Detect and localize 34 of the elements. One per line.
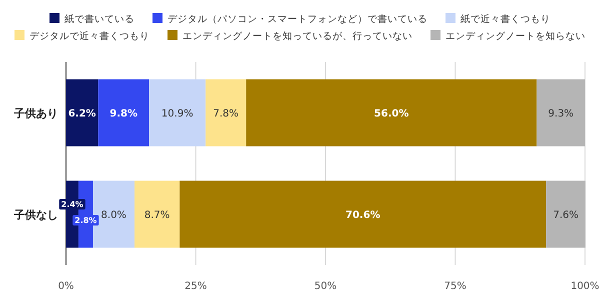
bar: [536, 79, 585, 146]
x-tick-label: 100%: [570, 281, 600, 292]
bar: [98, 79, 150, 146]
bar: [546, 180, 586, 248]
data-label: 56.0%: [374, 108, 409, 120]
data-label: 2.4%: [61, 200, 84, 210]
data-label: 9.8%: [110, 108, 138, 120]
data-label: 10.9%: [161, 108, 194, 120]
y-tick-label: 子供あり: [13, 106, 58, 120]
bar: [66, 79, 98, 146]
data-label: 7.6%: [553, 210, 578, 221]
x-tick-label: 25%: [184, 281, 207, 292]
data-label: 2.8%: [74, 216, 97, 226]
data-label: 8.0%: [101, 210, 126, 221]
bar: [134, 180, 180, 248]
data-label: 7.8%: [213, 108, 239, 120]
data-label: 8.7%: [144, 210, 170, 221]
bar: [246, 79, 537, 146]
bar: [180, 180, 546, 248]
legend-label: デジタルで近々書くつもり: [30, 30, 150, 42]
data-label: 70.6%: [346, 210, 380, 221]
y-tick-label: 子供なし: [13, 208, 58, 222]
x-tick-label: 75%: [444, 281, 466, 292]
x-tick-label: 50%: [314, 281, 337, 292]
bar: [206, 79, 246, 146]
legend-label: デジタル（パソコン・スマートフォンなど）で書いている: [168, 13, 428, 25]
data-label: 6.2%: [68, 108, 96, 120]
data-label: 9.3%: [548, 108, 574, 120]
legend-label: 紙で書いている: [64, 13, 134, 25]
x-tick-label: 0%: [58, 281, 74, 292]
bar: [149, 79, 206, 146]
legend-label: エンディングノートを知っているが、行っていない: [182, 30, 412, 42]
legend-label: エンディングノートを知らない: [446, 30, 586, 42]
legend-label: 紙で近々書くつもり: [460, 13, 550, 25]
